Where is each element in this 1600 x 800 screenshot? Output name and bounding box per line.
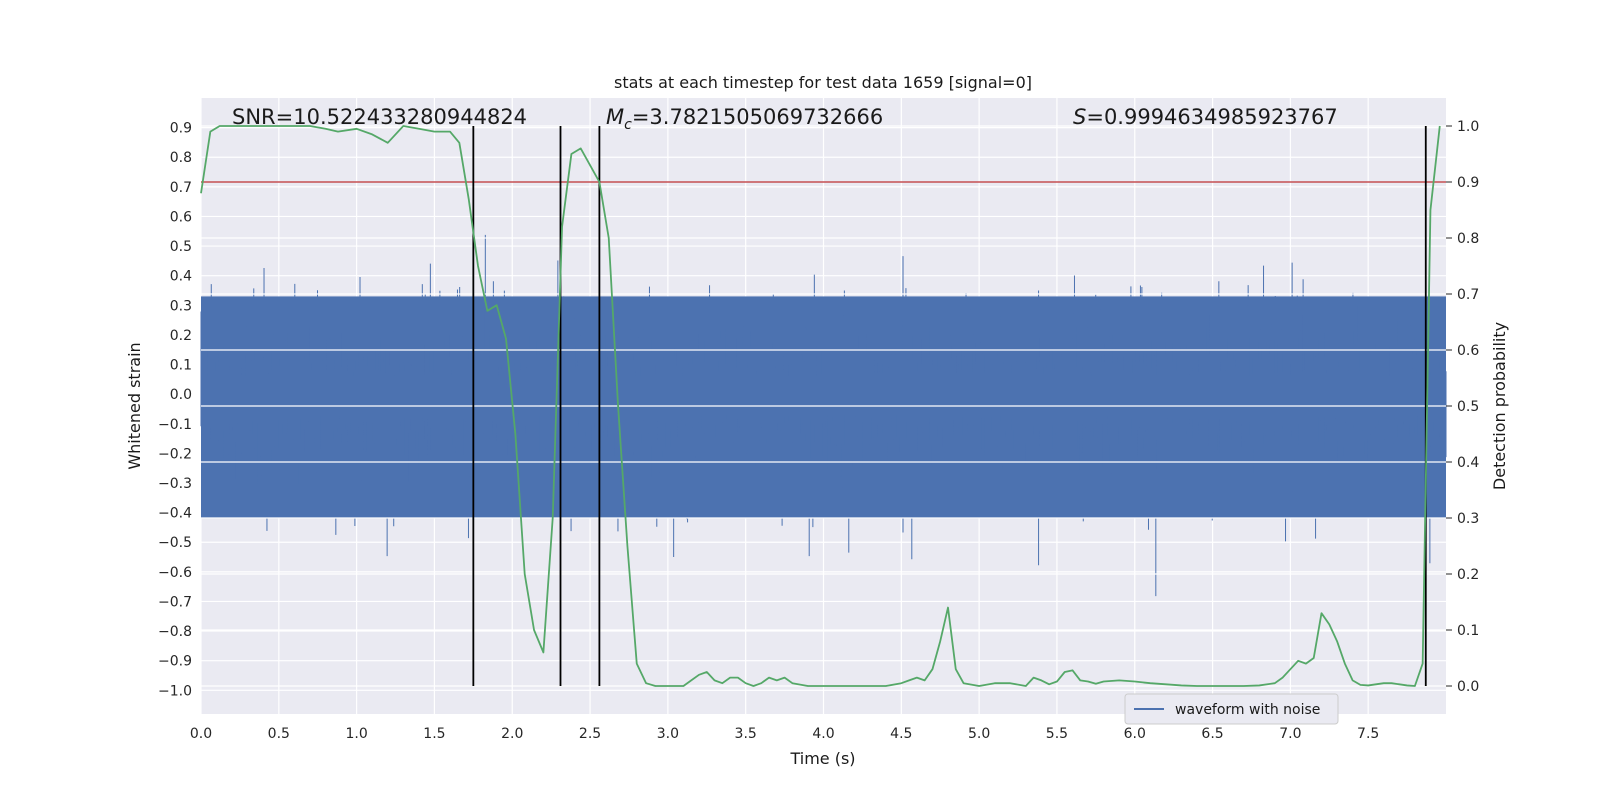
x-tick-label: 4.5 [890, 726, 912, 742]
x-tick-label: 2.5 [579, 726, 601, 742]
y-left-tick-label: −1.0 [158, 683, 192, 699]
y-right-tick-label: 0.7 [1457, 287, 1479, 303]
x-tick-label: 0.5 [268, 726, 290, 742]
x-tick-label: 5.5 [1046, 726, 1068, 742]
legend-label: waveform with noise [1175, 702, 1320, 718]
y-left-tick-label: 0.3 [170, 298, 192, 314]
chirp-mass-subscript: c [624, 117, 632, 133]
x-axis-label: Time (s) [789, 749, 855, 768]
x-tick-label: 5.0 [968, 726, 990, 742]
legend-box [1124, 693, 1339, 725]
y-axis-label-left: Whitened strain [125, 342, 144, 469]
y-left-tick-label: −0.9 [158, 654, 192, 670]
x-tick-label: 2.0 [501, 726, 523, 742]
y-left-tick-label: −0.8 [158, 624, 192, 640]
detection-probability-line [200, 125, 1441, 687]
y-left-tick-label: 0.6 [170, 209, 192, 225]
horizontal-reference-lines [201, 125, 1446, 687]
x-tick-label: 1.5 [423, 726, 445, 742]
y-right-tick-label: 0.4 [1457, 455, 1479, 471]
s-symbol: S [1073, 105, 1086, 129]
y-left-tick-label: 0.0 [170, 387, 192, 403]
y-left-tick-label: 0.9 [170, 121, 192, 137]
x-tick-label: 3.0 [657, 726, 679, 742]
x-tick-label: 3.5 [735, 726, 757, 742]
x-tick-label: 6.5 [1201, 726, 1223, 742]
chart-title: stats at each timestep for test data 165… [614, 73, 1032, 92]
y-right-tick-label: 1.0 [1457, 119, 1479, 135]
x-tick-label: 4.0 [812, 726, 834, 742]
y-left-tick-label: −0.4 [158, 506, 192, 522]
x-tick-label: 7.0 [1279, 726, 1301, 742]
x-tick-label: 1.0 [345, 726, 367, 742]
y-left-tick-label: 0.8 [170, 150, 192, 166]
x-tick-label: 6.0 [1124, 726, 1146, 742]
y-right-tick-label: 0.5 [1457, 399, 1479, 415]
y-right-tick-label: 0.2 [1457, 567, 1479, 583]
axis-ticks: 0.0 0.5 1.0 1.5 2.0 2.5 3.0 3.5 4.0 4.5 5.0 5.5 6.0 6… [158, 119, 1479, 742]
waveform-with-noise-series [200, 234, 1447, 597]
legend: waveform with noise [1124, 693, 1339, 725]
y-right-tick-label: 0.8 [1457, 231, 1479, 247]
y-left-tick-label: 0.4 [170, 269, 192, 285]
chirp-mass-annotation: Mc=3.7821505069732666 [606, 105, 883, 133]
detection-probability-series [200, 125, 1441, 687]
vertical-marker-lines [472, 126, 1427, 686]
y-left-tick-label: 0.5 [170, 239, 192, 255]
y-right-tick-label: 0.3 [1457, 511, 1479, 527]
y-left-tick-label: −0.2 [158, 446, 192, 462]
chirp-mass-value: =3.7821505069732666 [632, 105, 883, 129]
x-tick-label: 0.0 [190, 726, 212, 742]
y-right-tick-label: 0.6 [1457, 343, 1479, 359]
y-left-tick-label: −0.3 [158, 476, 192, 492]
s-annotation: S=0.9994634985923767 [1073, 105, 1338, 129]
y-right-tick-label: 0.9 [1457, 175, 1479, 191]
y-left-tick-label: −0.1 [158, 417, 192, 433]
y-left-tick-label: −0.5 [158, 535, 192, 551]
chirp-mass-symbol: M [606, 105, 624, 129]
y-left-tick-label: 0.1 [170, 358, 192, 374]
snr-annotation: SNR=10.522433280944824 [232, 105, 527, 129]
y-right-tick-label: 0.0 [1457, 679, 1479, 695]
y-left-tick-label: −0.6 [158, 565, 192, 581]
x-tick-label: 7.5 [1357, 726, 1379, 742]
y-left-tick-label: −0.7 [158, 594, 192, 610]
y-left-tick-label: 0.2 [170, 328, 192, 344]
y-left-tick-label: 0.7 [170, 180, 192, 196]
y-right-tick-label: 0.1 [1457, 623, 1479, 639]
s-value: =0.9994634985923767 [1086, 105, 1337, 129]
y-axis-label-right: Detection probability [1490, 322, 1509, 490]
